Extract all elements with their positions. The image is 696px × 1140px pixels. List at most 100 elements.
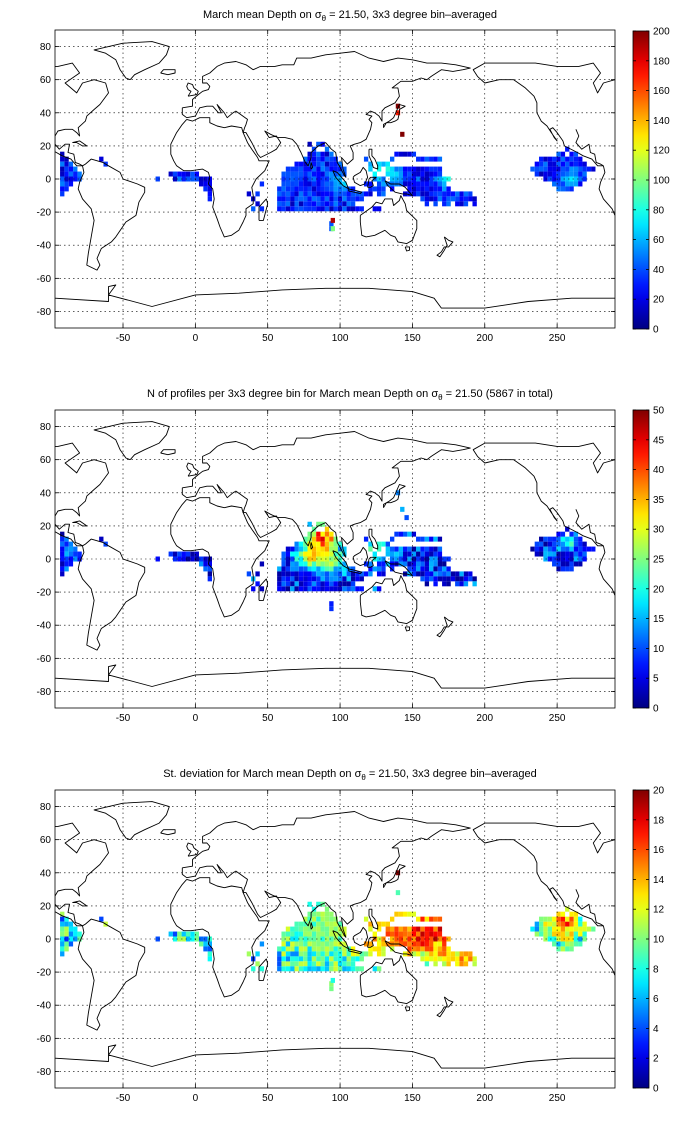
data-cell bbox=[385, 551, 390, 557]
data-cell bbox=[316, 956, 321, 962]
data-cell bbox=[298, 946, 304, 952]
y-tick-label: -20 bbox=[37, 968, 52, 979]
data-cell bbox=[578, 546, 583, 552]
coastline bbox=[348, 948, 363, 955]
data-cell bbox=[582, 926, 587, 932]
data-cell bbox=[294, 961, 299, 967]
data-cell bbox=[429, 571, 434, 577]
data-cell bbox=[543, 926, 548, 932]
y-tick-label: -60 bbox=[37, 274, 52, 285]
data-cell bbox=[324, 581, 330, 587]
data-cell bbox=[385, 171, 390, 177]
colorbar-tick-label: 40 bbox=[653, 265, 665, 276]
data-cell bbox=[560, 936, 566, 942]
data-cell bbox=[337, 201, 343, 207]
data-cell bbox=[573, 181, 579, 187]
data-cell bbox=[372, 946, 377, 952]
data-cell bbox=[311, 946, 317, 952]
data-cell bbox=[307, 181, 312, 187]
data-cell bbox=[290, 171, 295, 177]
data-cell bbox=[77, 551, 82, 557]
data-cell bbox=[333, 586, 338, 592]
data-cell bbox=[64, 181, 69, 187]
data-cell bbox=[259, 966, 265, 972]
data-cell bbox=[303, 181, 308, 187]
data-cell bbox=[311, 936, 317, 942]
coastline bbox=[186, 462, 199, 477]
data-cell bbox=[437, 931, 443, 937]
data-cell bbox=[437, 176, 443, 182]
data-cell bbox=[342, 166, 347, 172]
data-cell bbox=[389, 936, 395, 942]
data-cell bbox=[73, 926, 78, 932]
data-cell bbox=[324, 191, 330, 197]
data-cell bbox=[424, 566, 430, 572]
panel-title: N of profiles per 3x3 degree bin for Mar… bbox=[147, 388, 553, 402]
data-cell bbox=[556, 156, 561, 162]
data-cell bbox=[569, 156, 574, 162]
data-cell bbox=[311, 586, 317, 592]
data-cell bbox=[416, 166, 421, 172]
data-cell bbox=[333, 936, 338, 942]
data-cell bbox=[68, 936, 74, 942]
data-cell bbox=[376, 926, 382, 932]
coastline bbox=[77, 918, 146, 1031]
data-cell bbox=[329, 956, 334, 962]
data-cell bbox=[530, 546, 535, 552]
data-cell bbox=[368, 546, 373, 552]
data-cell bbox=[60, 156, 65, 162]
data-cell bbox=[416, 936, 421, 942]
data-cell bbox=[320, 166, 325, 172]
data-cell bbox=[324, 931, 330, 937]
data-cell bbox=[307, 916, 312, 922]
data-cell bbox=[60, 951, 65, 957]
data-cell bbox=[359, 586, 364, 592]
data-cell bbox=[73, 176, 78, 182]
data-cell bbox=[207, 951, 212, 957]
data-cell bbox=[350, 586, 356, 592]
data-cell bbox=[355, 206, 360, 212]
data-cell bbox=[350, 196, 356, 202]
data-cell bbox=[307, 141, 312, 147]
data-cell bbox=[303, 171, 308, 177]
data-cells bbox=[60, 103, 596, 232]
data-cell bbox=[372, 206, 377, 212]
data-cell bbox=[350, 571, 356, 577]
data-cell bbox=[337, 576, 343, 582]
data-cell bbox=[411, 546, 417, 552]
colorbar-tick-label: 0 bbox=[653, 1084, 659, 1095]
data-cell bbox=[416, 546, 421, 552]
data-cell bbox=[556, 941, 561, 947]
data-cell bbox=[311, 931, 317, 937]
data-cell bbox=[565, 186, 570, 192]
data-cell bbox=[290, 191, 295, 197]
data-cell bbox=[403, 151, 408, 157]
data-cell bbox=[398, 181, 404, 187]
data-cell bbox=[381, 186, 386, 192]
data-cell bbox=[277, 956, 282, 962]
data-cell bbox=[333, 931, 338, 937]
data-cell bbox=[177, 551, 182, 557]
data-cell bbox=[459, 581, 464, 587]
data-cell bbox=[316, 966, 321, 972]
data-cell bbox=[316, 556, 321, 562]
data-cell bbox=[207, 186, 212, 192]
data-cell bbox=[333, 966, 338, 972]
data-cell bbox=[190, 931, 195, 937]
data-cell bbox=[450, 571, 456, 577]
data-cell bbox=[311, 961, 317, 967]
data-cell bbox=[355, 956, 360, 962]
data-cell bbox=[573, 531, 579, 537]
x-tick-label: 200 bbox=[476, 333, 493, 344]
coastline bbox=[181, 51, 471, 178]
data-cell bbox=[307, 186, 312, 192]
data-cell bbox=[281, 966, 286, 972]
data-cell bbox=[333, 941, 338, 947]
data-cell bbox=[185, 551, 191, 557]
data-cell bbox=[424, 936, 430, 942]
data-cell bbox=[429, 186, 434, 192]
data-cell bbox=[337, 196, 343, 202]
data-cell bbox=[420, 566, 425, 572]
data-cell bbox=[368, 946, 373, 952]
data-cell bbox=[560, 546, 566, 552]
